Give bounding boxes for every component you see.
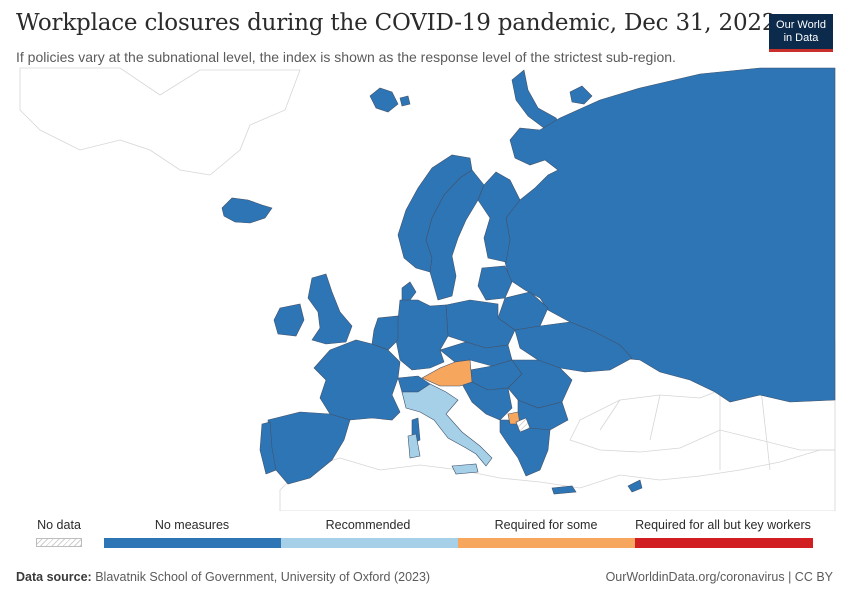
austria[interactable] [421, 359, 473, 387]
spain[interactable] [267, 411, 351, 485]
novaya-zemlya[interactable] [511, 69, 561, 129]
data-source-label: Data source: [16, 570, 92, 584]
legend-label-recommended: Recommended [325, 518, 411, 532]
crete[interactable] [551, 485, 577, 495]
ireland[interactable] [273, 303, 305, 337]
balkans-west[interactable] [461, 381, 513, 421]
italy[interactable] [401, 383, 493, 467]
greenland-outline [19, 67, 301, 176]
denmark[interactable] [401, 281, 417, 301]
kosovo[interactable] [515, 417, 531, 433]
legend-bar-required-for-some[interactable] [458, 538, 635, 548]
legend-label-no-measures: No measures [154, 518, 230, 532]
poland[interactable] [445, 299, 516, 349]
sardinia[interactable] [407, 433, 421, 459]
united-kingdom[interactable] [307, 273, 353, 345]
germany[interactable] [395, 299, 449, 371]
sweden[interactable] [425, 169, 485, 301]
legend-label-required-for-some: Required for some [494, 518, 598, 532]
legend-no-data-label: No data [37, 518, 81, 532]
iceland-outline-helper [599, 379, 771, 471]
license-link[interactable]: CC BY [794, 570, 833, 584]
data-source: Data source: Blavatnik School of Governm… [16, 570, 430, 584]
logo-line-2: in Data [783, 32, 819, 44]
north-africa-outline [279, 449, 836, 511]
outside-outlines [19, 67, 836, 511]
finland[interactable] [477, 171, 521, 263]
legend-label-required-for-all: Required for all but key workers [635, 518, 811, 532]
data-source-text: Blavatnik School of Government, Universi… [95, 570, 431, 584]
source-url-link[interactable]: OurWorldinData.org/coronavirus [605, 570, 785, 584]
cyprus[interactable] [627, 479, 643, 493]
netherlands-belgium[interactable] [371, 315, 399, 351]
iceland[interactable] [221, 197, 273, 224]
legend-bar-recommended[interactable] [281, 538, 458, 548]
ukraine[interactable] [514, 321, 633, 373]
europe-map[interactable] [0, 66, 850, 511]
svalbard-b[interactable] [399, 95, 411, 107]
chart-title: Workplace closures during the COVID-19 p… [16, 10, 777, 36]
middle-east-outline [569, 339, 836, 453]
svalbard-a[interactable] [369, 87, 399, 113]
chart-subtitle: If policies vary at the subnational leve… [16, 49, 676, 65]
franz-josef-land[interactable] [569, 85, 593, 105]
estonia-latvia-lithuania[interactable] [477, 265, 513, 301]
legend-bar-no-measures[interactable] [104, 538, 281, 548]
portugal[interactable] [259, 421, 277, 475]
recommended-regions [401, 383, 493, 475]
required-for-some-regions [421, 359, 521, 425]
sicily[interactable] [451, 463, 479, 475]
no-measures-regions [221, 67, 836, 495]
owid-logo[interactable]: Our World in Data [769, 14, 833, 52]
logo-line-1: Our World [776, 19, 826, 31]
legend-no-data-swatch[interactable] [36, 538, 82, 547]
france[interactable] [313, 339, 401, 421]
legend-bar-required-for-all[interactable] [635, 538, 813, 548]
footer-links: OurWorldinData.org/coronavirus | CC BY [605, 570, 833, 584]
